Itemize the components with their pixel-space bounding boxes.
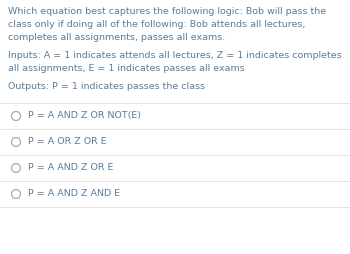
Text: P = A AND Z OR E: P = A AND Z OR E (28, 163, 113, 172)
Text: Inputs: A = 1 indicates attends all lectures, Z = 1 indicates completes: Inputs: A = 1 indicates attends all lect… (8, 51, 342, 60)
Text: all assignments, E = 1 indicates passes all exams: all assignments, E = 1 indicates passes … (8, 64, 245, 73)
Text: Outputs: P = 1 indicates passes the class: Outputs: P = 1 indicates passes the clas… (8, 82, 205, 91)
Text: P = A OR Z OR E: P = A OR Z OR E (28, 137, 107, 146)
Text: Which equation best captures the following logic: Bob will pass the: Which equation best captures the followi… (8, 7, 326, 16)
Text: completes all assignments, passes all exams.: completes all assignments, passes all ex… (8, 33, 225, 42)
Text: P = A AND Z AND E: P = A AND Z AND E (28, 189, 120, 198)
Text: P = A AND Z OR NOT(E): P = A AND Z OR NOT(E) (28, 111, 141, 120)
Text: class only if doing all of the following: Bob attends all lectures,: class only if doing all of the following… (8, 20, 305, 29)
